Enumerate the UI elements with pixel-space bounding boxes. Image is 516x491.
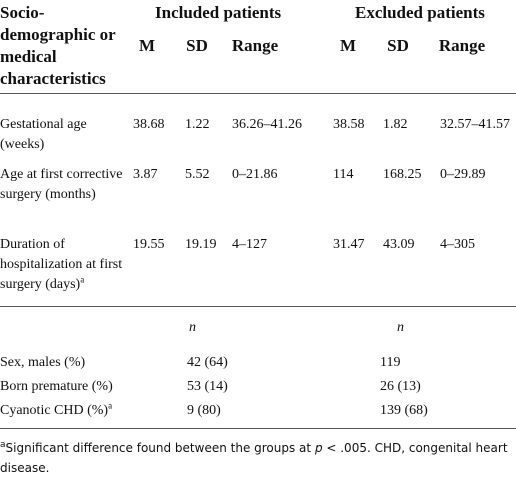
cell: 5.52 <box>185 167 210 182</box>
rule <box>0 93 516 94</box>
row-label: Gestational age (weeks) <box>0 115 125 155</box>
cell: 1.82 <box>383 117 408 132</box>
cell: 43.09 <box>383 237 415 252</box>
cell: 36.26–41.26 <box>232 117 302 132</box>
row-label: Born premature (%) <box>0 377 113 397</box>
cell: 9 (80) <box>187 403 221 418</box>
rule <box>0 306 516 307</box>
note-marker: a <box>0 440 6 450</box>
row-label: Sex, males (%) <box>0 353 85 373</box>
cell: 4–127 <box>232 237 267 252</box>
column-header: Range <box>438 36 486 55</box>
cell: 1.22 <box>185 117 210 132</box>
column-header: M <box>138 36 156 55</box>
header-label: Socio-demographic or medical characteris… <box>0 3 116 88</box>
note-marker: a <box>80 274 85 285</box>
column-header: SD <box>186 36 208 55</box>
group-header: Excluded patients <box>355 3 485 22</box>
cell: 19.19 <box>185 237 217 252</box>
cell: 53 (14) <box>187 379 228 394</box>
cell: 168.25 <box>383 167 422 182</box>
footnote: aSignificant difference found between th… <box>0 438 516 478</box>
cell: 114 <box>333 167 354 182</box>
row-label-text: Gestational age (weeks) <box>0 117 87 152</box>
row-label: Duration of hospitalization at first sur… <box>0 235 125 295</box>
cell: 119 <box>380 355 401 370</box>
cell: 0–21.86 <box>232 167 278 182</box>
row-label-text: Sex, males (%) <box>0 355 86 370</box>
column-header: M <box>339 36 357 55</box>
footnote-text: Significant difference found between the… <box>5 441 315 455</box>
cell: 38.68 <box>133 117 165 132</box>
row-label-text: Age at first corrective surgery (months) <box>0 167 123 202</box>
cell: 38.58 <box>333 117 365 132</box>
footnote-text: < .005. CHD, congenital heart disease. <box>0 441 508 475</box>
count-header: n <box>397 320 404 335</box>
cell: 3.87 <box>133 167 158 182</box>
cell: 26 (13) <box>380 379 421 394</box>
cell: 32.57–41.57 <box>440 117 510 132</box>
column-header: Range <box>231 36 279 55</box>
cell: 0–29.89 <box>440 167 486 182</box>
row-label: Age at first corrective surgery (months) <box>0 165 125 205</box>
row-label-text: Cyanotic CHD (%) <box>0 403 109 418</box>
cell: 31.47 <box>333 237 365 252</box>
rule <box>0 428 516 429</box>
cell: 4–305 <box>440 237 475 252</box>
row-label-text: Duration of hospitalization at first sur… <box>0 237 123 292</box>
cell: 19.55 <box>133 237 165 252</box>
row-label: Cyanotic CHD (%)a <box>0 401 112 421</box>
row-label-text: Born premature (%) <box>0 379 113 394</box>
cell: 139 (68) <box>380 403 428 418</box>
column-header: SD <box>387 36 409 55</box>
footnote-italic: p <box>314 441 323 455</box>
group-header: Included patients <box>155 3 282 22</box>
cell: 42 (64) <box>187 355 228 370</box>
count-header: n <box>189 320 196 335</box>
note-marker: a <box>108 400 113 411</box>
